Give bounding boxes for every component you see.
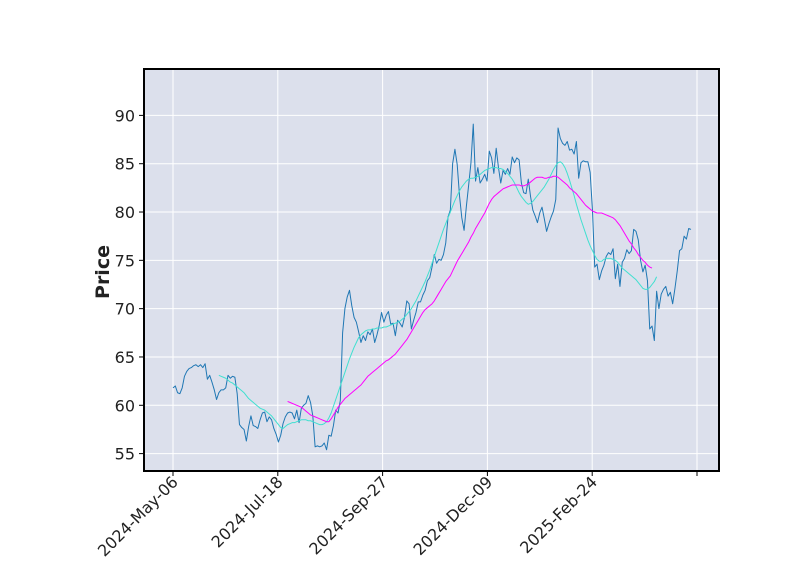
plot-frame xyxy=(143,68,720,472)
y-tick-label: 80 xyxy=(115,203,135,222)
series-layer xyxy=(172,123,692,451)
y-tick-label: 55 xyxy=(115,445,135,464)
y-tick-label: 75 xyxy=(115,251,135,270)
y-tick-label: 90 xyxy=(115,106,135,125)
x-tick-label: 2025-Feb-24 xyxy=(516,472,601,557)
y-tick-label: 60 xyxy=(115,396,135,415)
x-tick-label: 2024-Jul-18 xyxy=(208,472,287,551)
short-moving-average-line xyxy=(218,161,658,429)
y-tick-label: 85 xyxy=(115,155,135,174)
x-tick-label: 2024-Dec-09 xyxy=(410,472,497,559)
y-axis-title: Price xyxy=(92,245,114,299)
y-tick-label: 65 xyxy=(115,348,135,367)
gridlines xyxy=(144,69,719,471)
x-tick-label: 2024-May-06 xyxy=(94,472,182,560)
price-line xyxy=(172,123,692,451)
x-tick-label: 2024-Sep-27 xyxy=(305,472,391,558)
y-tick-label: 70 xyxy=(115,300,135,319)
long-moving-average-line xyxy=(287,175,653,423)
